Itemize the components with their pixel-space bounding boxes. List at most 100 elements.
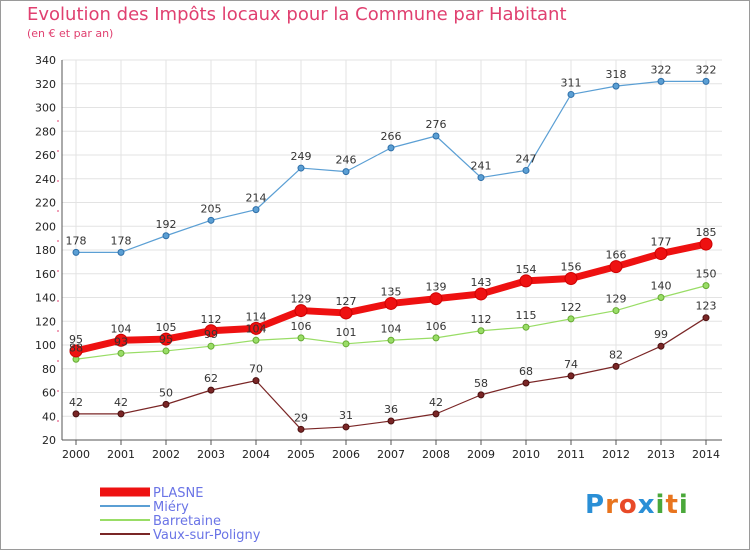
data-point-mi-ry — [252, 206, 260, 214]
data-label-mi-ry: 192 — [156, 218, 177, 231]
proxiti-logo: Proxiti — [585, 490, 689, 520]
data-point-barretaine — [387, 336, 395, 344]
y-tick-label: 20 — [42, 434, 56, 447]
data-label-plasne: 112 — [201, 313, 222, 326]
data-label-vaux-sur-poligny: 82 — [609, 348, 623, 361]
y-tick-label: 320 — [35, 78, 56, 91]
logo-letter: t — [665, 490, 679, 520]
data-point-barretaine — [342, 340, 350, 348]
x-tick-label: 2002 — [152, 448, 180, 461]
data-label-barretaine: 93 — [114, 335, 128, 348]
data-point-plasne — [159, 332, 173, 346]
x-tick-label: 2008 — [422, 448, 450, 461]
data-point-barretaine — [432, 334, 440, 342]
data-point-plasne — [69, 344, 83, 358]
data-label-plasne: 139 — [426, 281, 447, 294]
data-labels: 178 178 192 205 214 249 246 266 276 241 247 311 318 3… — [66, 63, 717, 424]
logo-letter: i — [678, 490, 689, 520]
x-tick-label: 2003 — [197, 448, 225, 461]
data-point-plasne — [204, 324, 218, 338]
data-point-barretaine — [477, 327, 485, 335]
axes: 20 40 60 80 100 120 140 160 180 200 220 240 260 280 30… — [35, 54, 722, 461]
data-label-plasne: 127 — [336, 295, 357, 308]
data-label-plasne: 154 — [516, 263, 537, 276]
data-point-vaux-sur-poligny — [612, 362, 620, 370]
data-point-plasne — [114, 333, 128, 347]
data-label-barretaine: 99 — [204, 328, 218, 341]
logo-letter: P — [585, 490, 606, 520]
y-tick-label: 80 — [42, 363, 56, 376]
data-label-vaux-sur-poligny: 62 — [204, 372, 218, 385]
data-point-plasne — [429, 292, 443, 306]
data-label-mi-ry: 318 — [606, 68, 627, 81]
data-point-plasne — [564, 272, 578, 285]
x-tick-label: 2007 — [377, 448, 405, 461]
data-point-mi-ry — [162, 232, 170, 240]
data-label-vaux-sur-poligny: 29 — [294, 411, 308, 424]
data-label-vaux-sur-poligny: 74 — [564, 358, 578, 371]
x-tick-label: 2009 — [467, 448, 495, 461]
data-point-barretaine — [297, 334, 305, 342]
data-label-vaux-sur-poligny: 42 — [69, 396, 83, 409]
data-label-barretaine: 106 — [291, 320, 312, 333]
data-label-mi-ry: 178 — [111, 234, 132, 247]
data-point-vaux-sur-poligny — [567, 372, 575, 380]
data-label-barretaine: 104 — [246, 322, 267, 335]
data-label-barretaine: 112 — [471, 313, 492, 326]
data-label-barretaine: 122 — [561, 301, 582, 314]
data-label-vaux-sur-poligny: 70 — [249, 363, 263, 376]
data-point-plasne — [249, 321, 263, 335]
y-tick-label: 260 — [35, 149, 56, 162]
data-label-barretaine: 129 — [606, 293, 627, 306]
data-point-vaux-sur-poligny — [252, 377, 260, 385]
data-point-plasne — [474, 287, 488, 301]
y-tick-label: 220 — [35, 197, 56, 210]
legend-label-mi-ry: Miéry — [153, 500, 189, 515]
data-label-vaux-sur-poligny: 36 — [384, 403, 398, 416]
data-label-vaux-sur-poligny: 42 — [429, 396, 443, 409]
data-point-vaux-sur-poligny — [72, 410, 80, 418]
data-point-plasne — [339, 306, 353, 320]
data-point-vaux-sur-poligny — [432, 410, 440, 418]
data-label-plasne: 105 — [156, 321, 177, 334]
data-label-plasne: 185 — [696, 226, 717, 239]
y-tick-label: 140 — [35, 292, 56, 305]
data-label-mi-ry: 266 — [381, 130, 402, 143]
data-point-mi-ry — [612, 82, 620, 90]
data-point-vaux-sur-poligny — [657, 342, 665, 350]
data-label-mi-ry: 178 — [66, 234, 87, 247]
y-tick-label: 180 — [35, 244, 56, 257]
legend-label-barretaine: Barretaine — [153, 514, 221, 529]
data-point-mi-ry — [72, 248, 80, 256]
y-tick-label: 160 — [35, 268, 56, 281]
data-label-plasne: 129 — [291, 293, 312, 306]
data-point-mi-ry — [567, 90, 575, 98]
data-label-plasne: 166 — [606, 249, 627, 262]
data-label-plasne: 135 — [381, 285, 402, 298]
logo-letter: o — [618, 490, 638, 520]
data-point-plasne — [699, 237, 713, 251]
data-point-barretaine — [657, 294, 665, 301]
data-label-vaux-sur-poligny: 68 — [519, 365, 533, 378]
chart-subtitle: (en € et par an) — [27, 27, 114, 40]
x-tick-label: 2004 — [242, 448, 270, 461]
y-tick-label: 60 — [42, 387, 56, 400]
data-point-barretaine — [702, 282, 710, 290]
x-tick-label: 2012 — [602, 448, 630, 461]
data-label-plasne: 156 — [561, 261, 582, 274]
series-lines — [69, 77, 713, 433]
data-label-vaux-sur-poligny: 50 — [159, 386, 173, 399]
data-point-vaux-sur-poligny — [162, 400, 170, 408]
grid — [62, 59, 722, 441]
data-label-vaux-sur-poligny: 123 — [696, 300, 717, 313]
x-tick-label: 2000 — [62, 448, 90, 461]
data-point-mi-ry — [342, 168, 350, 176]
data-point-plasne — [384, 296, 398, 310]
legend-label-plasne: PLASNE — [153, 486, 203, 501]
y-tick-label: 300 — [35, 102, 56, 115]
data-label-mi-ry: 311 — [561, 76, 582, 89]
data-label-plasne: 177 — [651, 236, 672, 249]
y-tick-label: 100 — [35, 339, 56, 352]
